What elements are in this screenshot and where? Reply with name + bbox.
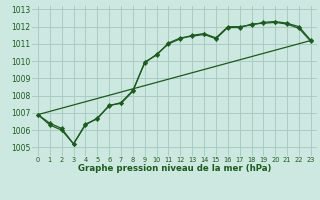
X-axis label: Graphe pression niveau de la mer (hPa): Graphe pression niveau de la mer (hPa) (78, 164, 271, 173)
